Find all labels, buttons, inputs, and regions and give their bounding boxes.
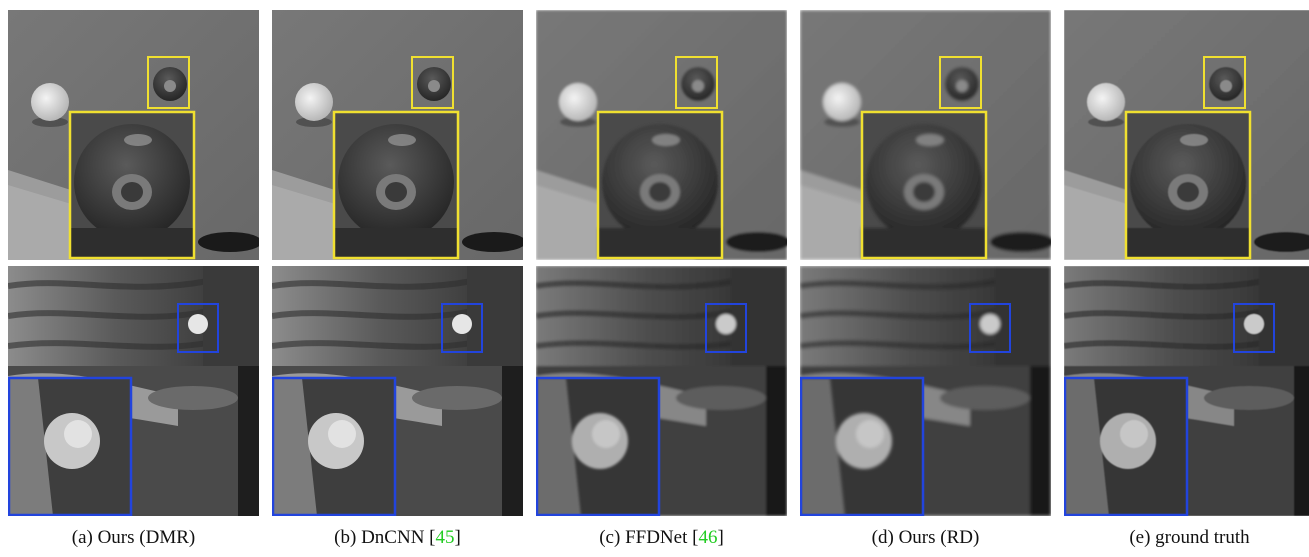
image-billiard-ours-rd bbox=[800, 10, 1051, 260]
caption-text: (c) FFDNet [ bbox=[599, 527, 699, 548]
image-pingpong-ours-dmr bbox=[8, 266, 259, 516]
image-billiard-dncnn bbox=[272, 10, 523, 260]
caption-text: (d) Ours (RD) bbox=[871, 527, 980, 548]
image-billiard-ground-truth bbox=[1064, 10, 1309, 260]
caption-text: (e) ground truth bbox=[1129, 527, 1250, 548]
caption-ground-truth: (e) ground truth bbox=[1064, 527, 1309, 549]
caption-ours-dmr: (a) Ours (DMR) bbox=[8, 527, 259, 549]
caption-text: (a) Ours (DMR) bbox=[71, 527, 196, 548]
image-billiard-ours-dmr bbox=[8, 10, 259, 260]
citation-link[interactable]: 45 bbox=[435, 527, 455, 548]
image-billiard-ffdnet bbox=[536, 10, 787, 260]
image-pingpong-dncnn bbox=[272, 266, 523, 516]
image-pingpong-ffdnet bbox=[536, 266, 787, 516]
caption-ours-rd: (d) Ours (RD) bbox=[800, 527, 1051, 549]
caption-ffdnet: (c) FFDNet [46] bbox=[536, 527, 787, 549]
citation-link[interactable]: 46 bbox=[698, 527, 718, 548]
image-pingpong-ground-truth bbox=[1064, 266, 1309, 516]
image-pingpong-ours-rd bbox=[800, 266, 1051, 516]
caption-bracket: ] bbox=[454, 527, 461, 548]
caption-dncnn: (b) DnCNN [45] bbox=[272, 527, 523, 549]
caption-bracket: ] bbox=[717, 527, 724, 548]
caption-text: (b) DnCNN [ bbox=[334, 527, 436, 548]
